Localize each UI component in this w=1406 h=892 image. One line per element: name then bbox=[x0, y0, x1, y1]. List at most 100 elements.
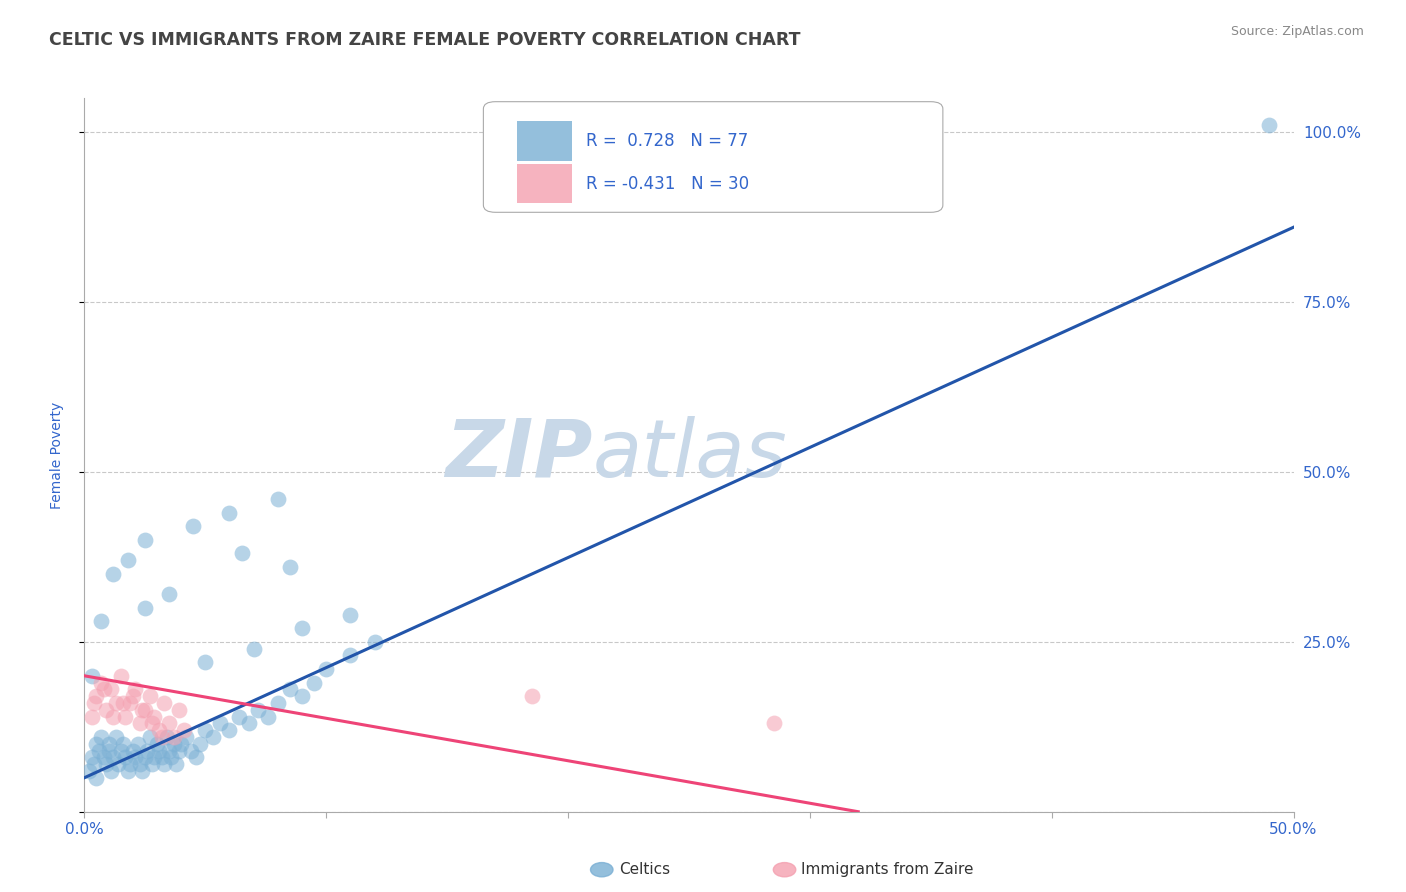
Point bbox=[143, 750, 166, 764]
Text: Source: ZipAtlas.com: Source: ZipAtlas.com bbox=[1230, 25, 1364, 38]
Point bbox=[121, 743, 143, 757]
Point bbox=[157, 587, 180, 601]
Point bbox=[1258, 118, 1281, 132]
Point bbox=[134, 600, 156, 615]
Point bbox=[104, 730, 127, 744]
Point bbox=[103, 709, 125, 723]
Point bbox=[141, 757, 163, 772]
Point bbox=[124, 682, 146, 697]
Y-axis label: Female Poverty: Female Poverty bbox=[49, 401, 63, 508]
Point bbox=[194, 655, 217, 669]
Point bbox=[165, 757, 187, 772]
Point bbox=[131, 703, 153, 717]
Point bbox=[97, 737, 120, 751]
Point bbox=[103, 750, 125, 764]
Point bbox=[148, 723, 170, 738]
Point bbox=[150, 730, 173, 744]
Point bbox=[129, 716, 152, 731]
Point bbox=[100, 682, 122, 697]
Point bbox=[153, 696, 176, 710]
Point bbox=[291, 621, 314, 635]
Point bbox=[131, 764, 153, 778]
Point bbox=[218, 506, 240, 520]
Point bbox=[90, 615, 112, 629]
Point bbox=[117, 553, 139, 567]
Point bbox=[155, 730, 177, 744]
Point bbox=[153, 757, 176, 772]
Point bbox=[157, 716, 180, 731]
FancyBboxPatch shape bbox=[484, 102, 943, 212]
Point bbox=[97, 743, 120, 757]
Point bbox=[247, 703, 270, 717]
Point bbox=[160, 750, 183, 764]
Point bbox=[94, 703, 117, 717]
Point bbox=[148, 743, 170, 757]
Point bbox=[208, 716, 231, 731]
Point bbox=[190, 737, 212, 751]
Point bbox=[104, 696, 127, 710]
Point bbox=[120, 696, 142, 710]
Point bbox=[103, 566, 125, 581]
Point bbox=[163, 737, 186, 751]
Point bbox=[242, 641, 264, 656]
Point bbox=[86, 771, 108, 785]
Point bbox=[167, 743, 190, 757]
Point bbox=[238, 716, 260, 731]
Point bbox=[170, 737, 193, 751]
Point bbox=[520, 689, 543, 703]
Point bbox=[129, 757, 152, 772]
Text: R =  0.728   N = 77: R = 0.728 N = 77 bbox=[586, 132, 748, 150]
Point bbox=[107, 757, 129, 772]
Point bbox=[134, 533, 156, 547]
Point bbox=[267, 492, 290, 507]
Point bbox=[86, 737, 108, 751]
Point bbox=[80, 669, 103, 683]
Point bbox=[138, 730, 160, 744]
Point bbox=[138, 689, 160, 703]
Point bbox=[93, 750, 115, 764]
Bar bbox=[517, 121, 572, 161]
Point bbox=[127, 737, 149, 751]
Point bbox=[121, 689, 143, 703]
Point bbox=[134, 750, 156, 764]
Point bbox=[339, 648, 361, 663]
Point bbox=[110, 743, 132, 757]
Point bbox=[100, 764, 122, 778]
Point bbox=[257, 709, 280, 723]
Point bbox=[80, 709, 103, 723]
Point bbox=[114, 750, 136, 764]
Point bbox=[339, 607, 361, 622]
Point bbox=[184, 750, 207, 764]
Point bbox=[117, 764, 139, 778]
Point bbox=[150, 750, 173, 764]
Text: R = -0.431   N = 30: R = -0.431 N = 30 bbox=[586, 175, 749, 193]
Point bbox=[146, 737, 169, 751]
Point bbox=[80, 750, 103, 764]
Point bbox=[143, 709, 166, 723]
Point bbox=[181, 519, 204, 533]
Point bbox=[363, 635, 385, 649]
Point bbox=[90, 730, 112, 744]
Point bbox=[302, 675, 325, 690]
Point bbox=[231, 546, 253, 560]
Point bbox=[90, 675, 112, 690]
Point bbox=[114, 709, 136, 723]
Point bbox=[163, 730, 186, 744]
Point bbox=[762, 716, 785, 731]
Point bbox=[194, 723, 217, 738]
Point bbox=[315, 662, 337, 676]
Point bbox=[291, 689, 314, 703]
Point bbox=[218, 723, 240, 738]
Point bbox=[124, 750, 146, 764]
Point bbox=[141, 716, 163, 731]
Point bbox=[134, 703, 156, 717]
Point bbox=[267, 696, 290, 710]
Point bbox=[136, 743, 159, 757]
Point bbox=[112, 737, 135, 751]
Point bbox=[83, 696, 105, 710]
Point bbox=[93, 682, 115, 697]
Point bbox=[173, 723, 195, 738]
Point bbox=[228, 709, 250, 723]
Point bbox=[201, 730, 224, 744]
Text: ZIP: ZIP bbox=[444, 416, 592, 494]
